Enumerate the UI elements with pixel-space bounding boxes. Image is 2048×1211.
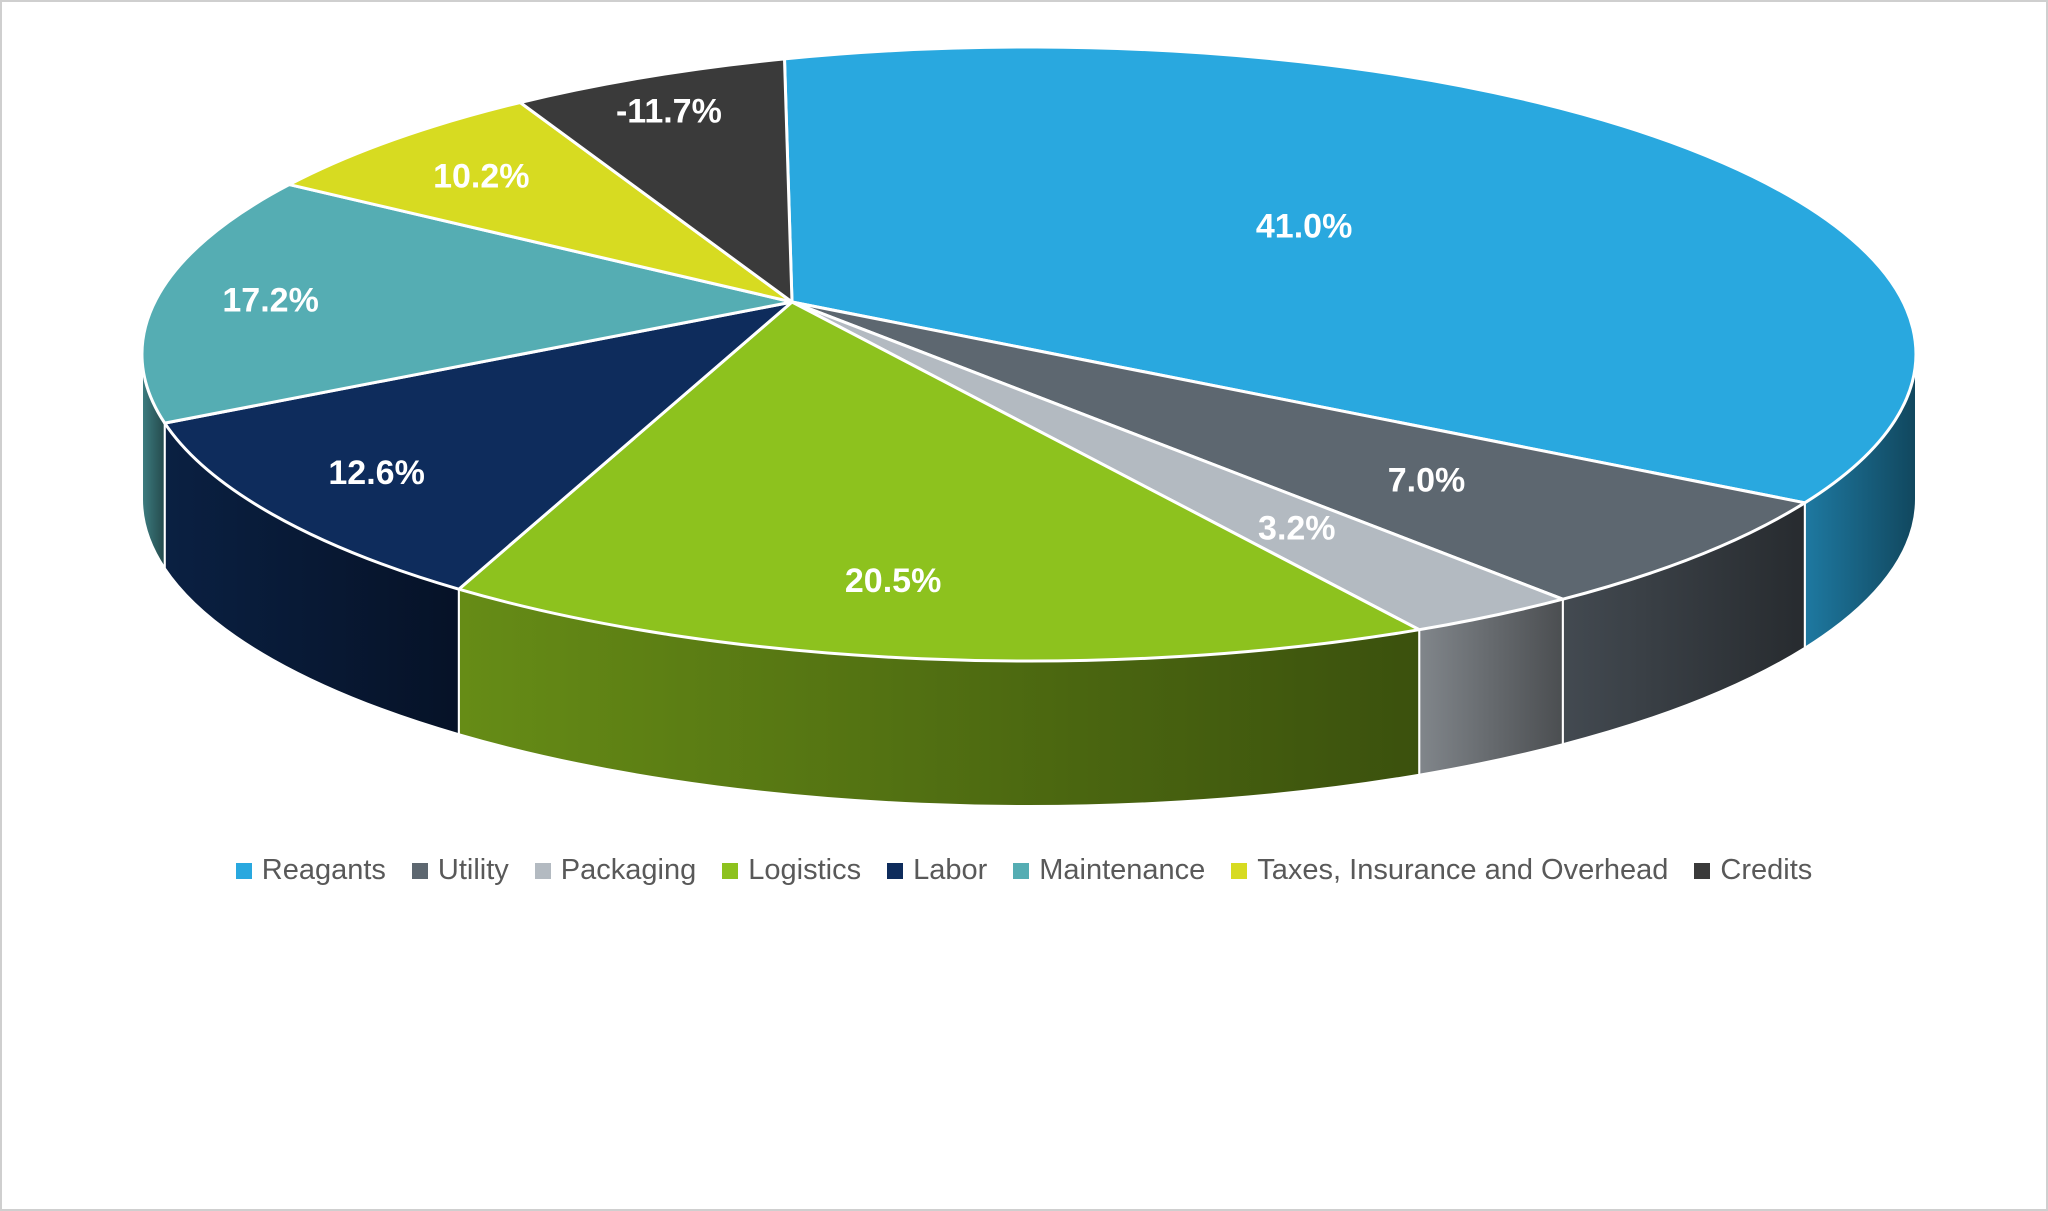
pie-slice-reagants bbox=[783, 45, 1918, 505]
legend-item-utility: Utility bbox=[411, 854, 509, 887]
legend-item-logistics: Logistics bbox=[722, 854, 861, 887]
legend-label-packaging: Packaging bbox=[560, 854, 697, 886]
legend-item-maintenance: Maintenance bbox=[1013, 854, 1205, 887]
pie-slice-taxes-insurance-and-overhead bbox=[287, 101, 794, 304]
slice-label-taxes-insurance-and-overhead: 10.2% bbox=[433, 157, 529, 195]
slice-label-logistics: 20.5% bbox=[845, 562, 941, 600]
legend-label-labor: Labor bbox=[913, 854, 988, 886]
pie-slices bbox=[140, 45, 1918, 663]
legend-marker-reagants bbox=[235, 862, 252, 879]
pie-slice-logistics bbox=[457, 300, 1421, 663]
legend-marker-maintenance bbox=[1013, 862, 1030, 879]
slice-label-reagants: 41.0% bbox=[1256, 207, 1352, 245]
legend-label-utility: Utility bbox=[437, 854, 509, 886]
pie-slice-credits bbox=[518, 57, 794, 304]
legend-label-maintenance: Maintenance bbox=[1039, 854, 1206, 886]
slice-label-credits: -11.7% bbox=[616, 93, 722, 131]
pie-labels: 41.0% 7.0% 3.2% 20.5% 12.6% 17.2% 10.2% -11.7% bbox=[222, 93, 1465, 601]
legend-marker-credits bbox=[1694, 862, 1711, 879]
legend-label-taxes-insurance-and-overhead: Taxes, Insurance and Overhead bbox=[1257, 854, 1669, 886]
legend-item-reagants: Reagants bbox=[235, 854, 386, 887]
legend-item-credits: Credits bbox=[1694, 854, 1812, 887]
legend-marker-taxes-insurance-and-overhead bbox=[1231, 862, 1248, 879]
legend: Reagants Utility Packaging Logistics Labor Ma… bbox=[2, 854, 2046, 887]
slice-label-utility: 7.0% bbox=[1388, 461, 1466, 499]
legend-marker-packaging bbox=[534, 862, 551, 879]
pie-slice-utility bbox=[790, 300, 1807, 601]
slice-label-packaging: 3.2% bbox=[1258, 510, 1336, 548]
legend-label-logistics: Logistics bbox=[748, 854, 862, 886]
legend-marker-labor bbox=[887, 862, 904, 879]
legend-marker-logistics bbox=[722, 862, 739, 879]
pie-slice-maintenance bbox=[140, 183, 794, 425]
slice-label-labor: 12.6% bbox=[328, 454, 424, 492]
legend-label-credits: Credits bbox=[1720, 854, 1813, 886]
pie-slice-labor bbox=[163, 300, 794, 591]
legend-item-packaging: Packaging bbox=[534, 854, 697, 887]
legend-marker-utility bbox=[411, 862, 428, 879]
legend-item-labor: Labor bbox=[887, 854, 987, 887]
slice-label-maintenance: 17.2% bbox=[222, 282, 318, 320]
legend-item-taxes-insurance-and-overhead: Taxes, Insurance and Overhead bbox=[1231, 854, 1668, 887]
legend-label-reagants: Reagants bbox=[261, 854, 386, 886]
